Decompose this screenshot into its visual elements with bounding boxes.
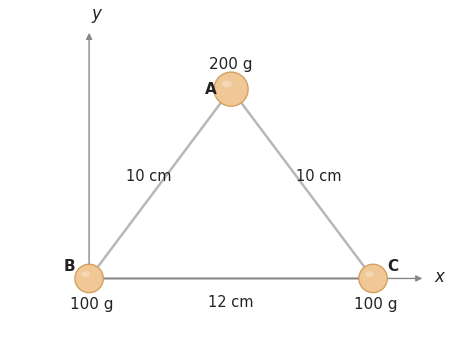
Text: A: A [205, 82, 217, 97]
Text: 200 g: 200 g [210, 57, 253, 72]
Text: 10 cm: 10 cm [126, 169, 171, 184]
Text: B: B [63, 259, 75, 274]
Text: 100 g: 100 g [354, 297, 397, 312]
Text: C: C [388, 259, 399, 274]
Ellipse shape [365, 271, 374, 277]
Text: 12 cm: 12 cm [209, 295, 254, 310]
Text: 10 cm: 10 cm [296, 169, 341, 184]
Ellipse shape [82, 271, 90, 277]
Text: y: y [91, 5, 101, 23]
Text: x: x [435, 268, 445, 286]
Circle shape [214, 72, 248, 106]
Ellipse shape [222, 81, 232, 87]
Circle shape [359, 264, 387, 293]
Circle shape [75, 264, 103, 293]
Text: 100 g: 100 g [70, 297, 113, 312]
